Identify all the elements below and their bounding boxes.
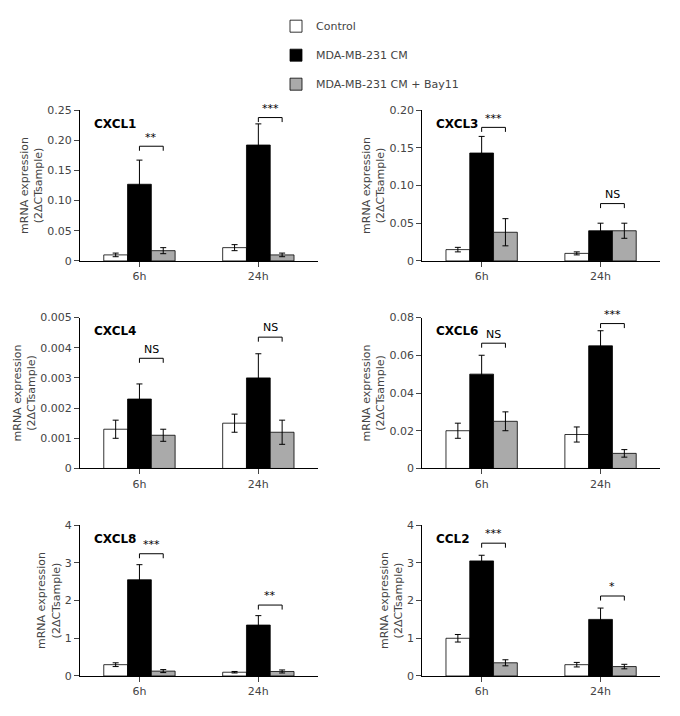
svg-text:0.001: 0.001 <box>40 432 72 445</box>
svg-text:***: *** <box>485 112 502 125</box>
svg-text:0.15: 0.15 <box>390 142 415 155</box>
svg-text:CXCL8: CXCL8 <box>94 532 136 546</box>
svg-text:0.15: 0.15 <box>47 164 72 177</box>
svg-text:3: 3 <box>65 557 72 570</box>
svg-text:0.06: 0.06 <box>390 349 415 362</box>
svg-text:2: 2 <box>65 594 72 607</box>
svg-text:24h: 24h <box>590 478 611 491</box>
svg-text:0.02: 0.02 <box>390 425 415 438</box>
svg-text:0.05: 0.05 <box>390 217 415 230</box>
svg-text:MDA-MB-231 CM: MDA-MB-231 CM <box>316 49 408 62</box>
svg-text:0.04: 0.04 <box>390 387 415 400</box>
svg-text:*: * <box>609 580 615 593</box>
svg-text:CCL2: CCL2 <box>436 532 470 546</box>
svg-text:0.20: 0.20 <box>390 104 415 117</box>
svg-text:6h: 6h <box>132 270 146 283</box>
svg-text:0.004: 0.004 <box>40 342 72 355</box>
svg-text:0.08: 0.08 <box>390 311 415 324</box>
svg-text:NS: NS <box>144 343 159 356</box>
svg-text:6h: 6h <box>132 685 146 698</box>
svg-text:6h: 6h <box>132 478 146 491</box>
svg-text:CXCL1: CXCL1 <box>94 117 136 131</box>
svg-text:6h: 6h <box>475 685 489 698</box>
svg-text:mRNA expression(2ΔCTsample): mRNA expression(2ΔCTsample) <box>18 137 45 234</box>
svg-text:4: 4 <box>65 519 72 532</box>
svg-text:***: *** <box>485 527 502 540</box>
svg-text:mRNA expression(2ΔCTsample): mRNA expression(2ΔCTsample) <box>36 552 63 649</box>
svg-text:24h: 24h <box>590 685 611 698</box>
svg-text:CXCL4: CXCL4 <box>94 324 136 338</box>
svg-text:4: 4 <box>407 519 414 532</box>
svg-text:0.05: 0.05 <box>47 225 72 238</box>
svg-text:MDA-MB-231 CM + Bay11: MDA-MB-231 CM + Bay11 <box>316 78 459 91</box>
svg-text:0.20: 0.20 <box>47 134 72 147</box>
svg-text:NS: NS <box>263 321 278 334</box>
svg-text:***: *** <box>262 102 279 115</box>
svg-text:0.10: 0.10 <box>390 179 415 192</box>
svg-text:2: 2 <box>407 594 414 607</box>
svg-text:**: ** <box>145 131 157 144</box>
svg-text:0: 0 <box>65 462 72 475</box>
svg-text:0: 0 <box>65 255 72 268</box>
svg-text:0: 0 <box>407 462 414 475</box>
svg-text:0: 0 <box>407 255 414 268</box>
svg-text:CXCL3: CXCL3 <box>436 117 478 131</box>
svg-text:mRNA expression(2ΔCTsample): mRNA expression(2ΔCTsample) <box>360 137 387 234</box>
svg-text:6h: 6h <box>475 270 489 283</box>
svg-text:0.003: 0.003 <box>40 372 72 385</box>
svg-text:NS: NS <box>486 328 501 341</box>
svg-text:24h: 24h <box>248 270 269 283</box>
svg-text:0.005: 0.005 <box>40 311 72 324</box>
svg-text:mRNA expression(2ΔCTsample): mRNA expression(2ΔCTsample) <box>378 552 405 649</box>
svg-text:0.002: 0.002 <box>40 402 72 415</box>
svg-text:***: *** <box>604 308 621 321</box>
svg-text:Control: Control <box>316 20 356 33</box>
svg-text:24h: 24h <box>590 270 611 283</box>
svg-text:24h: 24h <box>248 478 269 491</box>
svg-text:**: ** <box>264 589 276 602</box>
svg-text:24h: 24h <box>248 685 269 698</box>
svg-text:3: 3 <box>407 557 414 570</box>
svg-text:NS: NS <box>605 188 620 201</box>
svg-text:0: 0 <box>407 670 414 683</box>
svg-text:1: 1 <box>65 632 72 645</box>
svg-text:0.10: 0.10 <box>47 194 72 207</box>
svg-text:0: 0 <box>65 670 72 683</box>
svg-text:CXCL6: CXCL6 <box>436 324 478 338</box>
svg-text:1: 1 <box>407 632 414 645</box>
svg-text:0.25: 0.25 <box>47 104 72 117</box>
svg-text:6h: 6h <box>475 478 489 491</box>
svg-text:mRNA expression(2ΔCTsample): mRNA expression(2ΔCTsample) <box>360 345 387 442</box>
svg-text:***: *** <box>143 538 160 551</box>
svg-text:mRNA expression(2ΔCTsample): mRNA expression(2ΔCTsample) <box>11 345 38 442</box>
